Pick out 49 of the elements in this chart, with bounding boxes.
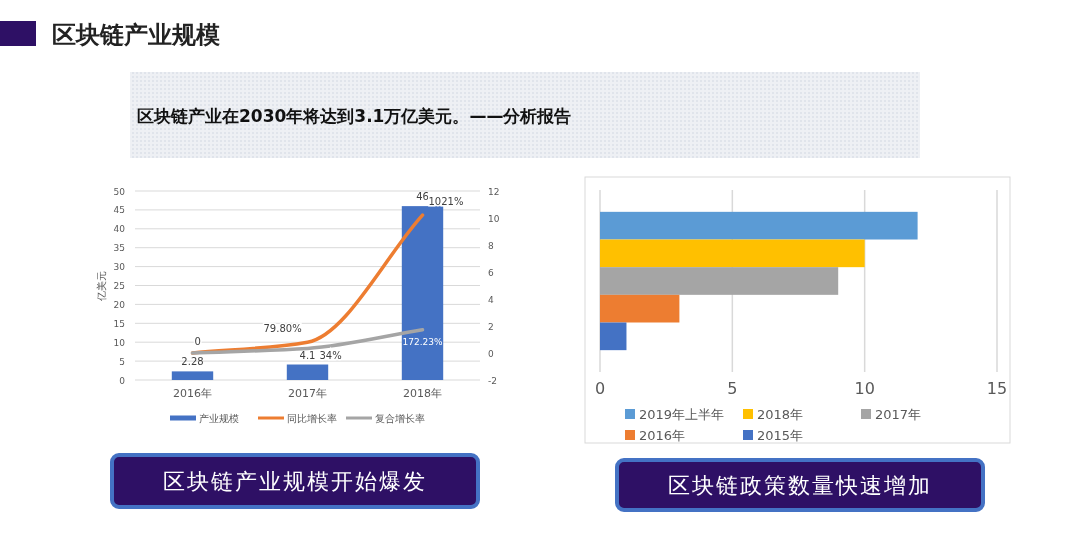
- y2-tick-label: 0: [488, 348, 494, 359]
- y2-tick-label: -2: [488, 375, 497, 386]
- x-tick-label: 5: [727, 379, 738, 398]
- data-label: 1021%: [428, 196, 464, 208]
- data-label: 172.23%: [402, 336, 443, 347]
- y-tick-label: 10: [113, 337, 126, 348]
- y-tick-label: 45: [113, 205, 125, 216]
- legend-label: 2018年: [757, 407, 804, 422]
- data-label: 79.80%: [263, 323, 302, 335]
- y-tick-label: 30: [113, 262, 126, 273]
- y2-tick-label: 12: [488, 186, 500, 197]
- data-label: 34%: [319, 350, 342, 362]
- legend-label: 复合增长率: [375, 413, 425, 424]
- data-label: 4.1: [299, 349, 316, 361]
- y-tick-label: 20: [113, 299, 126, 310]
- data-label: 46: [416, 191, 429, 203]
- data-label: 2.28: [181, 356, 204, 368]
- x-tick-label: 2018年: [403, 387, 442, 400]
- y2-tick-label: 2: [488, 321, 494, 332]
- text: 区块链产业在2030年将达到3.1万亿美元。——分析报告: [137, 106, 572, 126]
- legend-label: 产业规模: [199, 413, 239, 424]
- bar: [286, 364, 329, 380]
- y-tick-label: 35: [113, 243, 125, 254]
- bar: [171, 371, 214, 380]
- legend-label: 2019年上半年: [639, 407, 725, 422]
- text: 区块链政策数量快速增加: [668, 473, 932, 498]
- bar: [401, 206, 444, 380]
- legend-label: 2015年: [757, 428, 804, 443]
- y-axis-title: 亿美元: [96, 270, 107, 302]
- y-tick-label: 15: [113, 318, 125, 329]
- y-tick-label: 5: [119, 356, 125, 367]
- x-tick-label: 10: [854, 379, 875, 398]
- y2-tick-label: 10: [488, 213, 500, 224]
- text: 区块链产业规模开始爆发: [163, 469, 427, 494]
- x-tick-label: 15: [986, 379, 1008, 398]
- y-tick-label: 25: [113, 281, 125, 291]
- x-tick-label: 2017年: [288, 387, 327, 400]
- x-tick-label: 0: [594, 379, 606, 398]
- y2-tick-label: 4: [488, 294, 494, 305]
- text: 区块链产业规模: [52, 21, 220, 49]
- y-tick-label: 40: [113, 224, 126, 235]
- legend-label: 同比增长率: [287, 413, 337, 424]
- legend-label: 2017年: [875, 407, 922, 422]
- data-label: 0: [194, 336, 201, 347]
- y-tick-label: 50: [113, 186, 126, 197]
- x-tick-label: 2016年: [173, 387, 212, 400]
- y2-tick-label: 8: [488, 240, 494, 251]
- y2-tick-label: 6: [488, 267, 494, 278]
- legend-label: 2016年: [639, 428, 686, 443]
